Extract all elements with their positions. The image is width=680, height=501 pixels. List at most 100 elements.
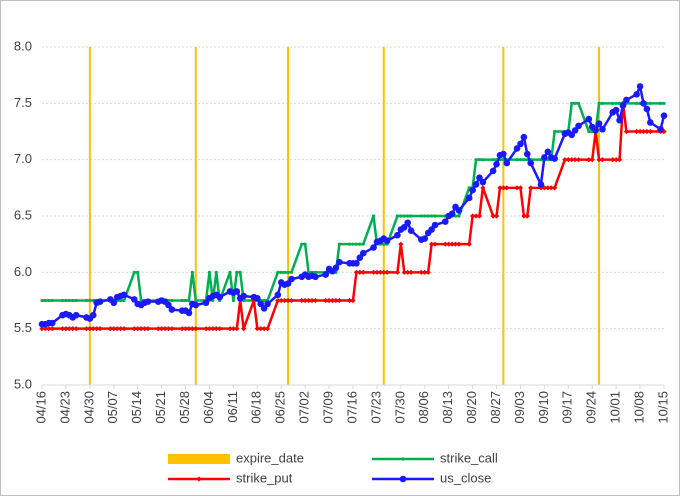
- point: [233, 288, 241, 295]
- point: [595, 120, 603, 127]
- point: [170, 298, 174, 303]
- point: [234, 326, 240, 332]
- point: [406, 214, 410, 218]
- point: [206, 326, 213, 332]
- point: [571, 127, 579, 134]
- point: [47, 298, 51, 303]
- point: [398, 241, 404, 247]
- point: [407, 227, 415, 234]
- point: [258, 326, 264, 332]
- point: [421, 235, 429, 242]
- point: [155, 326, 161, 332]
- point: [537, 181, 545, 188]
- point: [274, 291, 282, 299]
- point: [634, 128, 640, 135]
- point: [89, 311, 97, 319]
- point: [476, 174, 483, 181]
- point: [597, 101, 601, 105]
- point: [193, 326, 199, 332]
- point: [441, 218, 449, 225]
- point: [182, 326, 189, 332]
- point: [119, 298, 123, 303]
- point: [73, 326, 79, 332]
- point: [359, 249, 367, 257]
- point: [640, 100, 647, 107]
- point: [303, 242, 307, 246]
- x-tick-label: 07/09: [321, 391, 336, 424]
- point: [490, 213, 496, 219]
- point: [637, 128, 643, 135]
- point: [599, 157, 606, 163]
- point: [504, 185, 510, 191]
- point: [395, 214, 400, 218]
- point: [361, 242, 365, 246]
- y-tick-label: 7.5: [14, 95, 32, 110]
- point: [131, 326, 137, 332]
- point: [190, 270, 194, 274]
- point: [374, 269, 380, 275]
- point: [662, 101, 666, 105]
- x-tick-label: 09/17: [560, 391, 575, 424]
- x-tick-label: 08/27: [488, 391, 503, 424]
- y-tick-label: 7.0: [14, 151, 32, 166]
- x-tick-label: 07/23: [368, 391, 383, 424]
- point: [42, 326, 49, 332]
- point: [159, 326, 165, 332]
- x-tick-label: 06/11: [225, 391, 240, 423]
- point: [419, 214, 423, 218]
- point: [207, 270, 212, 274]
- x-tick-label: 09/03: [512, 391, 527, 424]
- point: [165, 301, 172, 309]
- point: [84, 298, 89, 303]
- point: [470, 213, 476, 219]
- point: [586, 157, 592, 163]
- point: [353, 269, 360, 275]
- point: [312, 297, 319, 304]
- x-tick-label: 08/13: [440, 391, 455, 424]
- point: [493, 160, 500, 168]
- point: [213, 326, 219, 332]
- point: [613, 157, 619, 163]
- point: [346, 297, 353, 304]
- point: [481, 158, 485, 162]
- point: [477, 158, 482, 162]
- point: [428, 226, 435, 233]
- point: [302, 297, 308, 304]
- point: [500, 150, 507, 158]
- point: [569, 157, 575, 163]
- x-tick-label: 05/21: [153, 391, 168, 424]
- point: [429, 241, 435, 247]
- bar: [598, 47, 601, 385]
- point: [118, 326, 124, 332]
- point: [514, 185, 520, 191]
- point: [238, 270, 242, 274]
- x-tick-label: 07/30: [392, 391, 407, 424]
- point: [336, 297, 342, 304]
- point: [570, 101, 574, 105]
- point: [87, 326, 93, 332]
- point: [145, 326, 151, 332]
- point: [623, 96, 630, 104]
- point: [309, 297, 315, 304]
- point: [473, 213, 479, 219]
- point: [480, 185, 486, 191]
- point: [466, 241, 472, 247]
- point: [216, 293, 224, 301]
- point: [409, 214, 413, 218]
- point: [88, 298, 92, 303]
- point: [240, 292, 247, 300]
- point: [227, 326, 233, 332]
- legend-swatch: [168, 454, 230, 464]
- point: [48, 319, 56, 327]
- point: [520, 133, 528, 141]
- x-tick-label: 06/25: [273, 391, 288, 424]
- point: [323, 297, 329, 304]
- point: [228, 270, 232, 274]
- point: [83, 326, 90, 332]
- y-tick-label: 8.0: [14, 38, 32, 53]
- point: [541, 154, 548, 161]
- point: [647, 119, 654, 126]
- point: [257, 300, 265, 308]
- point: [384, 269, 390, 275]
- point: [382, 242, 386, 246]
